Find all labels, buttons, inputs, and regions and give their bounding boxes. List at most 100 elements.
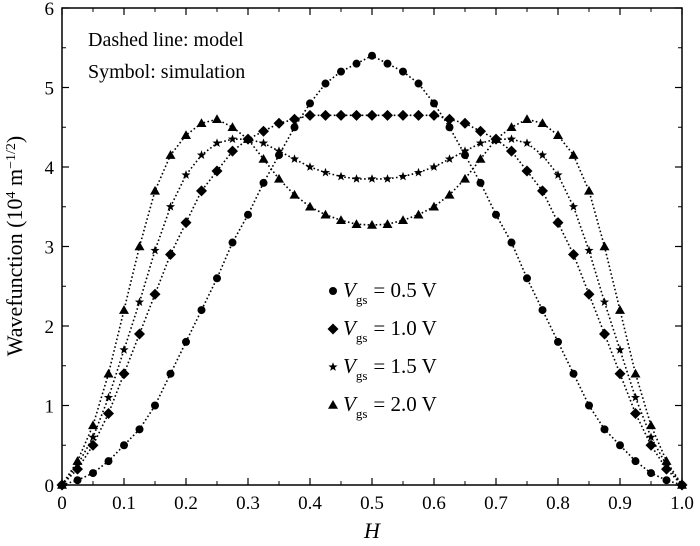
data-point-star	[553, 170, 563, 179]
data-point-circle	[166, 369, 175, 378]
x-tick-label: 1.0	[670, 493, 694, 514]
data-point-diamond	[614, 368, 626, 380]
series-diamond	[56, 109, 688, 491]
data-point-star	[119, 345, 129, 354]
data-point-diamond	[165, 248, 176, 260]
data-point-triangle	[88, 420, 98, 430]
data-point-star	[212, 138, 222, 148]
data-point-circle	[383, 59, 392, 68]
data-point-triangle	[460, 173, 470, 183]
y-tick-label: 5	[45, 79, 55, 100]
legend-sub: gs	[356, 292, 368, 307]
data-point-triangle	[382, 219, 393, 228]
data-point-triangle	[630, 368, 641, 378]
data-point-triangle	[243, 134, 253, 143]
legend-marker-circle	[329, 287, 337, 295]
data-point-circle	[337, 67, 345, 76]
y-tick-label: 1	[45, 397, 55, 418]
data-point-triangle	[212, 114, 222, 124]
ticks-layer: 0 0.1 0.2 0.3 0.4 0.5 0.6 0.7 0.8 0.9 1.0 0 1 2 3 4 5 6	[45, 0, 694, 514]
data-point-circle	[600, 425, 609, 434]
data-point-circle	[414, 79, 423, 88]
data-point-diamond	[521, 165, 533, 177]
data-point-circle	[259, 178, 268, 187]
data-point-star	[475, 138, 486, 148]
data-point-triangle	[568, 150, 579, 159]
legend-sub: gs	[356, 406, 368, 421]
data-point-diamond	[459, 117, 471, 129]
x-tick-label: 0.4	[298, 493, 322, 514]
data-point-triangle	[584, 185, 594, 195]
data-point-star	[444, 154, 455, 163]
data-point-star	[351, 174, 362, 183]
data-point-star	[522, 138, 532, 148]
data-point-star	[429, 162, 439, 171]
data-point-circle	[616, 441, 624, 450]
data-point-circle	[244, 210, 252, 219]
legend-marker-diamond	[327, 323, 339, 335]
data-point-star	[103, 392, 114, 402]
data-point-diamond	[661, 463, 672, 475]
legend-var: V	[343, 392, 358, 416]
y-axis-title-main: Wavefunction (10	[2, 199, 27, 357]
data-point-star	[305, 162, 315, 171]
data-point-star	[227, 134, 238, 144]
legend-var: V	[343, 316, 358, 340]
data-point-triangle	[165, 150, 176, 159]
y-tick-label: 0	[45, 476, 55, 497]
data-point-star	[336, 171, 346, 181]
data-point-star	[568, 201, 579, 211]
x-tick-label: 0.5	[360, 493, 384, 514]
data-point-star	[196, 150, 207, 159]
data-point-diamond	[397, 109, 409, 121]
data-point-triangle	[227, 122, 238, 131]
data-point-star	[398, 171, 408, 181]
data-point-triangle	[475, 154, 486, 163]
y-tick-label: 2	[45, 317, 55, 338]
data-point-triangle	[599, 241, 610, 251]
legend-marker-triangle	[328, 400, 338, 409]
x-tick-label: 0.7	[484, 493, 508, 514]
data-point-star	[258, 138, 269, 148]
x-tick-label: 0.9	[608, 493, 632, 514]
data-point-circle	[523, 274, 531, 283]
data-point-circle	[120, 441, 128, 450]
data-point-circle	[321, 79, 330, 88]
data-point-diamond	[103, 407, 114, 419]
data-point-diamond	[382, 109, 393, 121]
legend-item: Vgs = 0.5 V	[329, 278, 437, 307]
data-point-circle	[73, 476, 82, 485]
data-point-star	[367, 174, 377, 183]
data-point-circle	[89, 469, 97, 478]
data-point-triangle	[258, 154, 269, 163]
data-point-triangle	[274, 173, 284, 183]
annotation-model: Dashed line: model	[88, 29, 244, 51]
data-point-triangle	[413, 209, 424, 219]
x-tick-label: 0.6	[422, 493, 446, 514]
legend-value: = 1.0 V	[373, 316, 436, 340]
x-tick-label: 0.8	[546, 493, 570, 514]
data-point-triangle	[615, 305, 625, 314]
data-point-circle	[182, 337, 190, 346]
data-point-diamond	[568, 248, 579, 260]
legend-label: Vgs = 0.5 V	[343, 278, 437, 307]
data-point-diamond	[599, 328, 610, 340]
y-axis-title: Wavefunction (104 m−1/2)	[2, 136, 27, 356]
data-point-triangle	[134, 241, 145, 251]
data-point-circle	[569, 369, 578, 378]
y-axis-title-close: )	[2, 136, 27, 143]
data-point-star	[134, 297, 145, 307]
data-point-diamond	[645, 439, 657, 451]
data-point-star	[584, 245, 594, 255]
x-tick-label: 0.1	[112, 493, 136, 514]
data-point-diamond	[196, 185, 207, 197]
data-point-triangle	[553, 130, 563, 139]
legend-label: Vgs = 1.0 V	[343, 316, 437, 345]
legend-item: Vgs = 2.0 V	[328, 392, 437, 421]
data-point-circle	[135, 425, 144, 434]
data-point-star	[413, 167, 424, 177]
data-point-circle	[399, 67, 407, 76]
data-point-diamond	[227, 145, 238, 157]
data-point-circle	[647, 469, 655, 478]
